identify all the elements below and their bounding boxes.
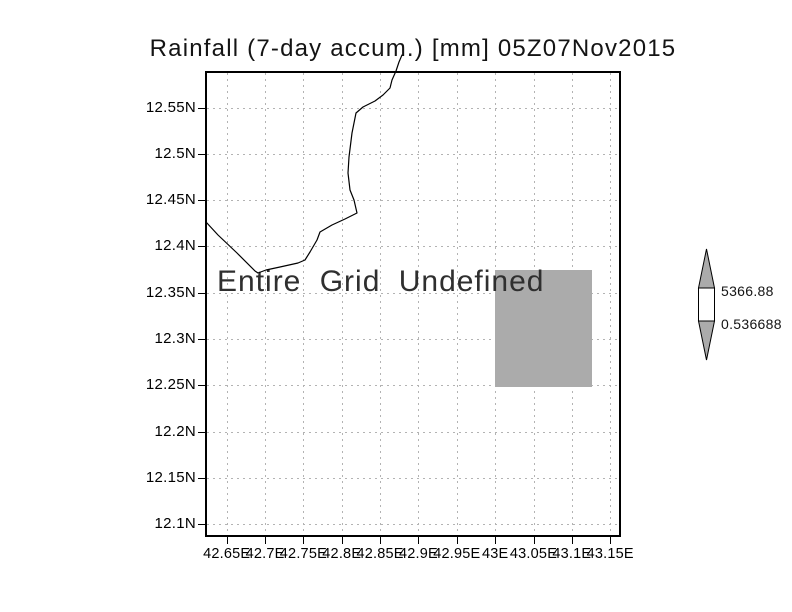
y-tick xyxy=(198,153,205,155)
y-gridline xyxy=(207,292,619,294)
x-tick-label: 43.15E xyxy=(586,546,634,562)
x-tick-label: 43E xyxy=(481,546,509,562)
y-tick-label: 12.2N xyxy=(154,422,196,440)
x-gridline xyxy=(226,73,228,535)
x-tick xyxy=(495,537,497,544)
colorbar-upper-arrow xyxy=(697,248,716,289)
y-gridline xyxy=(207,246,619,248)
x-tick xyxy=(610,537,612,544)
colorbar-max-label: 5366.88 xyxy=(721,283,774,299)
y-tick xyxy=(198,524,205,526)
y-tick xyxy=(198,385,205,387)
y-tick xyxy=(198,107,205,109)
y-gridline xyxy=(207,153,619,155)
y-tick xyxy=(198,200,205,202)
x-tick xyxy=(265,537,267,544)
map-plot-frame: Entire Grid Undefined 42.65E 42.7E 42.75E 4… xyxy=(146,71,634,562)
x-tick xyxy=(341,537,343,544)
y-tick-label: 12.1N xyxy=(154,515,196,533)
y-tick xyxy=(198,339,205,340)
x-gridline xyxy=(456,73,458,535)
colorbar-lower-arrow xyxy=(697,320,716,361)
x-gridline xyxy=(265,73,267,535)
y-gridline xyxy=(207,385,619,387)
y-gridline xyxy=(207,524,619,526)
plot-title: Rainfall (7-day accum.) [mm] 05Z07Nov201… xyxy=(149,35,677,62)
x-gridline xyxy=(303,73,305,535)
y-gridline xyxy=(207,107,619,109)
x-tick-label: 42.65E xyxy=(203,546,251,562)
x-gridline xyxy=(380,73,382,535)
y-tick xyxy=(198,246,205,248)
y-tick-label: 12.25N xyxy=(145,376,196,394)
x-tick xyxy=(303,537,305,544)
y-tick-label: 12.15N xyxy=(145,468,196,486)
colorbar-body xyxy=(698,287,715,322)
y-gridline xyxy=(207,200,619,202)
colorbar xyxy=(697,248,716,361)
x-tick xyxy=(380,537,382,544)
y-tick-label: 12.55N xyxy=(145,98,196,116)
x-tick xyxy=(226,537,228,544)
x-tick-label: 42.75E xyxy=(279,546,327,562)
y-tick xyxy=(198,292,205,294)
y-gridline xyxy=(207,477,619,479)
x-tick xyxy=(533,537,535,544)
y-tick-label: 12.45N xyxy=(145,191,196,209)
y-tick xyxy=(198,431,205,433)
x-gridline xyxy=(610,73,612,535)
y-gridline xyxy=(207,339,619,340)
x-tick-label: 42.8E xyxy=(322,546,362,562)
x-tick xyxy=(456,537,458,544)
x-tick xyxy=(571,537,573,544)
x-tick-label: 42.9E xyxy=(398,546,438,562)
y-tick-label: 12.4N xyxy=(154,237,196,255)
x-tick-label: 42.7E xyxy=(245,546,285,562)
grid-undefined-annotation: Entire Grid Undefined xyxy=(217,265,545,298)
x-tick-label: 42.85E xyxy=(356,546,404,562)
colorbar-min-label: 0.536688 xyxy=(721,316,782,332)
x-gridline xyxy=(418,73,420,535)
x-tick xyxy=(418,537,420,544)
x-gridline xyxy=(341,73,343,535)
x-tick-label: 42.95E xyxy=(433,546,481,562)
y-tick-label: 12.5N xyxy=(154,144,196,162)
undefined-region-cell xyxy=(495,270,592,387)
x-tick-label: 43.1E xyxy=(552,546,592,562)
x-tick-label: 43.05E xyxy=(509,546,558,562)
y-tick-label: 12.3N xyxy=(154,330,196,347)
y-tick xyxy=(198,477,205,479)
y-tick-label: 12.35N xyxy=(145,283,196,301)
y-gridline xyxy=(207,431,619,433)
